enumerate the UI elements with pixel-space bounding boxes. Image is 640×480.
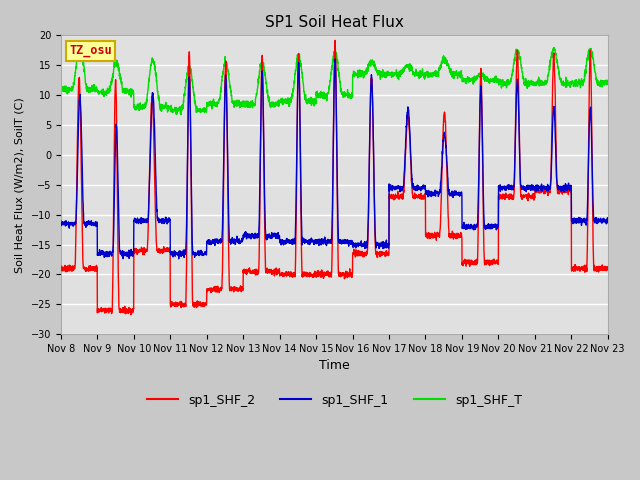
Title: SP1 Soil Heat Flux: SP1 Soil Heat Flux [265,15,404,30]
Text: TZ_osu: TZ_osu [69,44,112,57]
Y-axis label: Soil Heat Flux (W/m2), SoilT (C): Soil Heat Flux (W/m2), SoilT (C) [15,97,25,273]
X-axis label: Time: Time [319,360,349,372]
Legend: sp1_SHF_2, sp1_SHF_1, sp1_SHF_T: sp1_SHF_2, sp1_SHF_1, sp1_SHF_T [142,389,527,411]
